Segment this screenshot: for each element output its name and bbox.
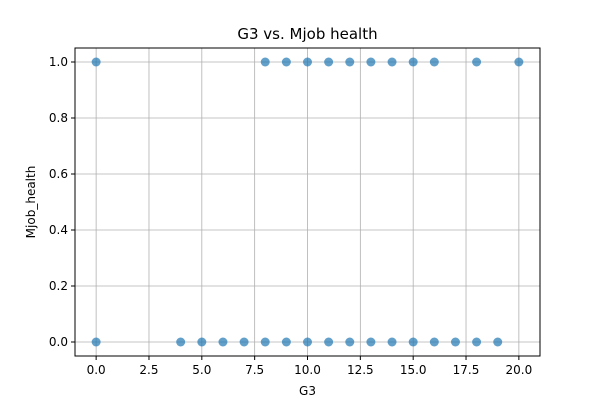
data-point [366, 57, 376, 67]
x-tick-label: 0.0 [87, 363, 106, 377]
data-point [281, 337, 291, 347]
y-tick-label: 0.6 [49, 167, 68, 181]
data-point [472, 57, 482, 67]
data-point [176, 337, 186, 347]
data-point [197, 337, 207, 347]
grid-lines [75, 48, 540, 356]
data-point [429, 57, 439, 67]
x-tick-label: 12.5 [347, 363, 374, 377]
x-tick-label: 17.5 [453, 363, 480, 377]
data-point [260, 337, 270, 347]
data-point [260, 57, 270, 67]
data-point [218, 337, 228, 347]
y-tick-label: 0.4 [49, 223, 68, 237]
data-point [345, 57, 355, 67]
data-point [303, 57, 312, 67]
data-point [324, 337, 334, 347]
x-axis-label: G3 [299, 384, 316, 398]
y-axis-label: Mjob_health [24, 166, 38, 239]
x-tick-label: 7.5 [245, 363, 264, 377]
x-tick-label: 2.5 [139, 363, 158, 377]
data-point [91, 337, 101, 347]
x-tick-label: 10.0 [294, 363, 321, 377]
y-tick-label: 1.0 [49, 55, 68, 69]
y-tick-label: 0.0 [49, 335, 68, 349]
data-point [366, 337, 376, 347]
data-point [387, 337, 397, 347]
data-point [91, 57, 101, 67]
data-point [345, 337, 355, 347]
data-point [303, 337, 312, 347]
x-tick-label: 5.0 [192, 363, 211, 377]
data-point [324, 57, 334, 67]
x-tick-label: 15.0 [400, 363, 427, 377]
data-point [450, 337, 460, 347]
data-point [408, 337, 418, 347]
data-points [91, 57, 524, 347]
data-point [514, 57, 524, 67]
data-point [493, 337, 503, 347]
y-axis-ticks: 0.0 0.2 0.4 0.6 0.8 1.0 [49, 55, 75, 349]
data-point [408, 57, 418, 67]
y-tick-label: 0.8 [49, 111, 68, 125]
data-point [281, 57, 291, 67]
x-axis-ticks: 0.0 2.5 5.0 7.5 10.0 12.5 15.0 17.5 20.0 [87, 356, 533, 377]
data-point [429, 337, 439, 347]
data-point [239, 337, 249, 347]
y-tick-label: 0.2 [49, 279, 68, 293]
data-point [387, 57, 397, 67]
x-tick-label: 20.0 [506, 363, 533, 377]
chart-title: G3 vs. Mjob health [237, 25, 377, 43]
data-point [472, 337, 482, 347]
